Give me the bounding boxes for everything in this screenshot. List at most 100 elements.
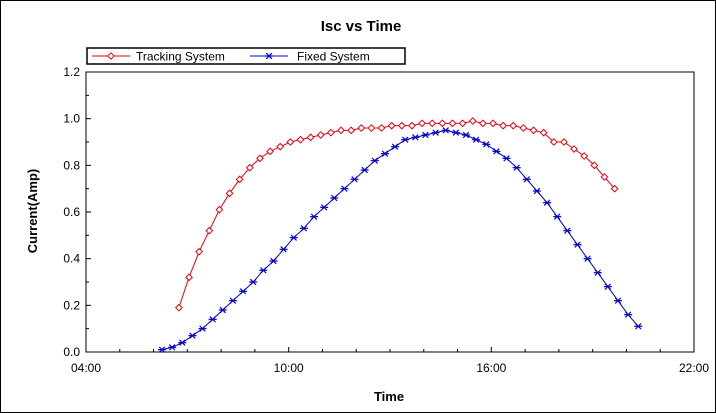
data-point-tracking-system: [499, 121, 508, 130]
data-point-fixed-system: [391, 143, 400, 150]
data-point-fixed-system: [269, 257, 278, 265]
data-point-fixed-system: [330, 194, 339, 202]
data-point-tracking-system: [489, 119, 497, 128]
data-point-fixed-system: [259, 267, 268, 274]
y-tick-label: 0.4: [63, 252, 80, 266]
data-point-tracking-system: [306, 133, 315, 142]
data-point-tracking-system: [397, 121, 406, 130]
data-point-tracking-system: [225, 189, 234, 198]
data-point-tracking-system: [448, 119, 457, 128]
legend-label: Fixed System: [297, 50, 370, 64]
data-point-tracking-system: [428, 119, 437, 128]
data-point-tracking-system: [549, 138, 558, 146]
y-tick-label: 1.0: [63, 112, 80, 126]
data-point-fixed-system: [198, 325, 207, 332]
data-point-tracking-system: [468, 117, 477, 125]
x-tick-label: 16:00: [476, 361, 506, 375]
data-point-tracking-system: [195, 247, 204, 256]
data-point-fixed-system: [634, 323, 643, 330]
data-point-fixed-system: [239, 288, 248, 295]
legend-swatch-marker: [107, 52, 115, 60]
y-tick-label: 1.2: [63, 65, 80, 79]
data-point-fixed-system: [370, 157, 379, 164]
data-point-fixed-system: [573, 241, 582, 248]
data-point-tracking-system: [205, 226, 214, 235]
data-point-tracking-system: [215, 205, 224, 214]
series-fixed-system: [158, 127, 643, 353]
data-point-fixed-system: [350, 176, 359, 183]
data-point-fixed-system: [441, 127, 450, 134]
data-point-fixed-system: [249, 278, 258, 286]
data-point-fixed-system: [563, 227, 572, 234]
data-point-fixed-system: [431, 129, 440, 136]
data-point-tracking-system: [185, 273, 193, 282]
data-point-fixed-system: [279, 246, 288, 253]
legend-item-fixed-system: Fixed System: [250, 50, 370, 64]
series-tracking-system: [174, 117, 619, 312]
y-tick-label: 0.8: [63, 158, 80, 172]
data-point-tracking-system: [408, 121, 416, 130]
data-point-fixed-system: [593, 269, 602, 276]
data-point-tracking-system: [245, 163, 254, 172]
data-point-fixed-system: [502, 155, 511, 162]
x-tick-label: 22:00: [679, 361, 709, 375]
data-point-fixed-system: [299, 225, 308, 232]
y-axis-title: Current(Amp): [25, 169, 40, 254]
data-point-tracking-system: [438, 119, 447, 128]
data-point-tracking-system: [418, 119, 426, 128]
y-tick-label: 0.6: [63, 205, 80, 219]
x-tick-label: 04:00: [71, 361, 101, 375]
data-point-tracking-system: [235, 175, 244, 184]
data-point-fixed-system: [614, 297, 622, 304]
data-point-tracking-system: [570, 145, 578, 153]
data-point-fixed-system: [188, 332, 197, 339]
data-point-fixed-system: [472, 136, 481, 143]
data-point-tracking-system: [347, 126, 356, 135]
data-point-fixed-system: [228, 297, 237, 304]
chart-title: Isc vs Time: [321, 18, 402, 35]
y-axis: 0.0 0.2 0.4 0.6 0.8 1.0 1.2: [63, 65, 91, 359]
data-point-fixed-system: [340, 185, 349, 192]
data-point-fixed-system: [218, 306, 227, 314]
data-point-tracking-system: [357, 124, 366, 132]
data-point-tracking-system: [478, 119, 487, 128]
data-point-tracking-system: [560, 138, 568, 146]
data-point-fixed-system: [512, 164, 521, 171]
data-point-fixed-system: [553, 213, 562, 220]
data-point-fixed-system: [583, 255, 592, 262]
series-layer: [158, 117, 643, 353]
data-point-tracking-system: [600, 173, 609, 181]
data-point-tracking-system: [539, 128, 548, 137]
data-point-tracking-system: [519, 124, 528, 132]
data-point-tracking-system: [367, 124, 376, 132]
data-point-tracking-system: [266, 147, 274, 156]
y-tick-label: 0.0: [63, 345, 80, 359]
data-point-fixed-system: [624, 311, 633, 318]
data-point-tracking-system: [174, 303, 183, 312]
data-point-tracking-system: [509, 121, 518, 130]
data-point-fixed-system: [310, 213, 318, 220]
data-point-fixed-system: [603, 283, 612, 290]
data-point-fixed-system: [421, 131, 430, 139]
data-point-tracking-system: [296, 135, 305, 144]
legend-item-tracking-system: Tracking System: [92, 50, 225, 64]
data-point-fixed-system: [158, 346, 166, 353]
legend: Tracking System Fixed System: [86, 47, 406, 65]
data-point-fixed-system: [492, 148, 501, 155]
data-point-fixed-system: [208, 316, 217, 323]
data-point-tracking-system: [256, 154, 264, 163]
data-point-fixed-system: [411, 134, 420, 141]
data-point-tracking-system: [326, 128, 335, 137]
data-point-tracking-system: [529, 126, 538, 135]
data-point-fixed-system: [451, 129, 460, 136]
plot-area: [85, 71, 695, 353]
data-point-fixed-system: [543, 199, 552, 206]
x-axis: 04:00 10:00 16:00 22:00: [71, 347, 709, 375]
data-point-tracking-system: [387, 121, 396, 130]
data-point-tracking-system: [610, 184, 619, 193]
data-point-fixed-system: [380, 150, 389, 157]
data-point-fixed-system: [462, 131, 470, 139]
data-point-fixed-system: [532, 187, 541, 195]
data-point-tracking-system: [286, 138, 295, 146]
